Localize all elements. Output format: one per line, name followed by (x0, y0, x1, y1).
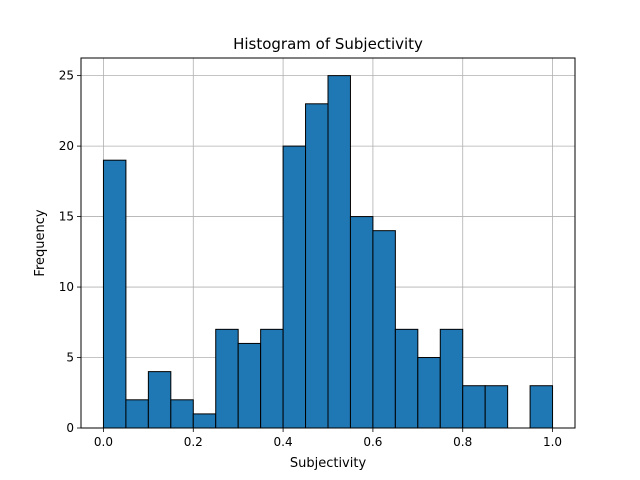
x-tick-label: 0.8 (453, 435, 472, 449)
histogram-bar (462, 385, 486, 429)
histogram-bar (260, 328, 284, 429)
histogram-bar (349, 216, 374, 429)
y-tick-label: 10 (59, 280, 74, 294)
histogram-bar (305, 103, 329, 429)
chart-title: Histogram of Subjectivity (233, 35, 423, 53)
histogram-bar (170, 399, 194, 429)
histogram-bar (529, 385, 554, 429)
histogram-bar (372, 230, 396, 429)
axis-ticks: 0.0 0.2 0.4 0.6 0.8 1.0 0 5 10 15 20 25 (59, 69, 562, 449)
histogram-bar (282, 145, 307, 429)
histogram-bars (102, 75, 554, 429)
y-tick-label: 15 (59, 210, 74, 224)
y-tick-label: 0 (66, 421, 74, 435)
y-axis-label: Frequency (33, 209, 48, 276)
x-tick-label: 0.6 (363, 435, 382, 449)
x-tick-label: 0.0 (94, 435, 113, 449)
y-tick-label: 25 (59, 69, 74, 83)
histogram-bar (417, 357, 441, 429)
histogram-bar (147, 371, 172, 429)
histogram-bar (192, 413, 217, 429)
plot-frame (80, 57, 576, 429)
y-tick-label: 20 (59, 139, 74, 153)
histogram-bar (394, 328, 419, 429)
y-tick-label: 5 (66, 351, 74, 365)
x-tick-label: 1.0 (543, 435, 562, 449)
histogram-bar (102, 159, 127, 429)
x-tick-label: 0.4 (274, 435, 293, 449)
histogram-bar (327, 75, 351, 429)
histogram-bar (439, 328, 464, 429)
x-tick-label: 0.2 (184, 435, 203, 449)
histogram-bar (215, 328, 239, 429)
histogram-bar (125, 399, 149, 429)
x-axis-label: Subjectivity (290, 456, 367, 471)
histogram-bar (237, 342, 262, 429)
histogram-bar (484, 385, 509, 429)
